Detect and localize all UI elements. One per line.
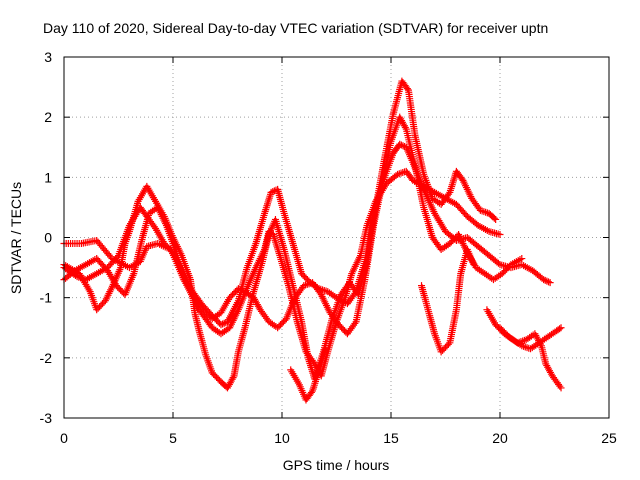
data-point [470,261,478,269]
series-track-7 [496,324,565,392]
data-point [557,384,565,392]
data-point [541,276,549,284]
data-point [546,279,554,287]
data-point [444,340,452,348]
x-tick-label: 5 [169,430,177,446]
x-tick-label: 25 [601,430,617,446]
data-point [229,374,237,382]
y-tick-label: -3 [40,410,53,426]
data-point [492,215,500,223]
data-point [399,142,407,150]
axis-ticks: 0 5 10 15 20 25 -3 -2 -1 0 1 2 3 [40,49,617,446]
y-tick-label: 3 [44,49,52,65]
data-point [234,285,242,293]
y-tick-label: 1 [44,169,52,185]
chart-title: Day 110 of 2020, Sidereal Day-to-day VTE… [43,20,548,36]
x-tick-label: 20 [492,430,508,446]
x-tick-label: 15 [383,430,399,446]
data-point [403,85,411,93]
data-point [556,325,564,333]
y-tick-label: -2 [40,350,53,366]
y-tick-label: -1 [40,290,53,306]
y-tick-label: 2 [44,109,52,125]
series-track-4 [60,77,500,392]
data-point [220,319,228,327]
x-tick-label: 10 [274,430,290,446]
data-point [401,123,409,131]
data-point [267,188,275,196]
data-point [557,324,565,332]
data-point [150,223,158,231]
data-point [543,277,551,285]
data-point [540,276,548,284]
data-point [556,382,564,390]
data-point [316,289,324,297]
data-point [238,286,246,294]
data-marks [60,77,565,404]
data-point [396,140,404,148]
series-track-5 [418,246,478,356]
series-track-8 [287,345,330,404]
data-point [518,255,526,263]
x-tick-label: 0 [60,430,68,446]
data-point [496,230,504,238]
y-tick-label: 0 [44,230,52,246]
data-point [217,321,225,329]
data-point [351,319,359,327]
data-point [536,340,544,348]
x-axis-label: GPS time / hours [283,457,390,473]
data-point [490,214,498,222]
data-point [397,141,405,149]
data-point [322,345,330,353]
data-point [236,285,244,293]
y-axis-label: SDTVAR / TECUs [8,182,24,294]
data-point [545,278,553,286]
data-point [445,190,453,198]
data-point [219,320,227,328]
data-point [307,388,315,396]
